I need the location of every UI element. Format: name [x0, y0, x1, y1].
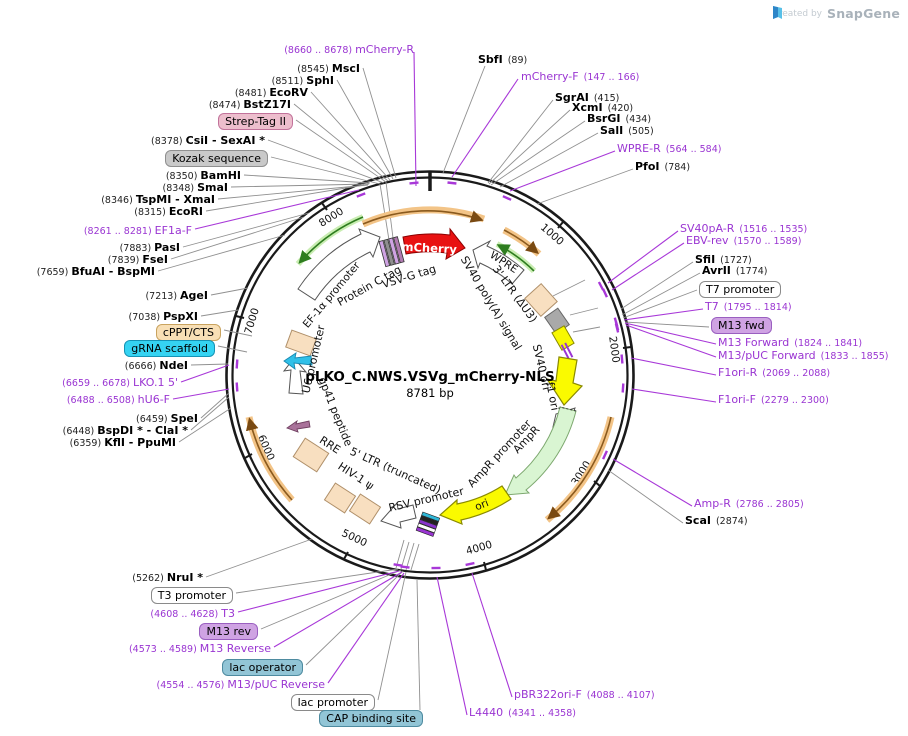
- ltr5-label: 5' LTR (truncated): [348, 445, 443, 497]
- label-lko1-5[interactable]: (6659 .. 6678) LKO.1 5': [62, 376, 178, 389]
- plasmid-name: pLKO_C.NWS.VSVg_mCherry-NLS: [305, 369, 555, 385]
- rsv-promoter-stripes[interactable]: [415, 511, 441, 537]
- label-bsrgi[interactable]: BsrGI (434): [587, 112, 652, 125]
- gp41-feature-arrow[interactable]: [286, 419, 311, 433]
- label-ecori[interactable]: (8315) EcoRI: [134, 205, 203, 218]
- label-sfii[interactable]: SfiI (1727): [695, 253, 752, 266]
- label-bspdi-clai[interactable]: (6448) BspDI * - ClaI *: [62, 424, 188, 437]
- primer-callout-lines: [172, 51, 717, 716]
- label-m13-fwd[interactable]: M13 fwd: [711, 317, 772, 334]
- grna-scaffold-arrow[interactable]: [283, 352, 313, 371]
- label-ecorv[interactable]: (8481) EcoRV: [234, 86, 308, 99]
- rre-box[interactable]: [292, 437, 330, 473]
- label-m13-rev[interactable]: M13 rev: [199, 623, 258, 640]
- label-wpre-r[interactable]: WPRE-R (564 .. 584): [617, 142, 722, 155]
- label-pasi[interactable]: (7883) PasI: [119, 241, 180, 254]
- label-fsei[interactable]: (7839) FseI: [107, 253, 168, 266]
- label-amp-r[interactable]: Amp-R (2786 .. 2805): [694, 497, 804, 510]
- label-t7[interactable]: T7 (1795 .. 1814): [705, 300, 792, 313]
- watermark-brand: SnapGene: [827, 6, 900, 21]
- label-pspxi[interactable]: (7038) PspXI: [128, 310, 198, 323]
- label-tspmi-xmai[interactable]: (8346) TspMI - XmaI: [101, 193, 215, 206]
- label-t7-promoter[interactable]: T7 promoter: [699, 281, 782, 298]
- ori-feature-arrow[interactable]: ori: [438, 485, 512, 526]
- label-ebv-rev[interactable]: EBV-rev (1570 .. 1589): [686, 234, 802, 247]
- tick-4000: 4000: [465, 539, 494, 558]
- cppt-box[interactable]: [285, 329, 317, 357]
- snapgene-logo-icon: [773, 6, 783, 19]
- mcherry-feature-arrow[interactable]: mCherry: [401, 227, 466, 260]
- label-msci[interactable]: (8545) MscI: [297, 62, 360, 75]
- watermark: Created by SnapGene: [772, 6, 900, 21]
- label-nrui[interactable]: (5262) NruI *: [132, 571, 203, 584]
- label-f1ori-f[interactable]: F1ori-F (2279 .. 2300): [718, 393, 829, 406]
- tick-1000: 1000: [538, 221, 566, 248]
- hiv-psi-box-2[interactable]: [348, 493, 382, 525]
- label-csii-sexai[interactable]: (8378) CsiI - SexAI *: [151, 134, 265, 147]
- label-smai[interactable]: (8348) SmaI: [162, 181, 229, 194]
- label-f1ori-r[interactable]: F1ori-R (2069 .. 2088): [718, 366, 831, 379]
- label-scai[interactable]: ScaI (2874): [685, 514, 748, 527]
- label-cppt-cts[interactable]: cPPT/CTS: [155, 324, 221, 341]
- mcherry-label: mCherry: [401, 240, 457, 257]
- label-mcherry-r[interactable]: (8660 .. 8678) mCherry-R: [284, 43, 414, 56]
- label-kfli-ppumi[interactable]: (6359) KflI - PpuMI: [69, 436, 176, 449]
- orf-arcs-orange: [245, 206, 615, 523]
- u6-promoter-arrow[interactable]: [282, 357, 308, 395]
- label-m13-forward[interactable]: M13 Forward (1824 .. 1841): [718, 336, 863, 349]
- label-strep-tag-ii[interactable]: Strep-Tag II: [218, 113, 293, 130]
- tick-2000: 2000: [606, 336, 622, 364]
- watermark-created-by: Created by: [772, 8, 822, 19]
- tag-feature-boxes[interactable]: [378, 236, 405, 268]
- label-m13-puc-reverse[interactable]: (4554 .. 4576) M13/pUC Reverse: [156, 678, 325, 691]
- label-sgrai[interactable]: SgrAI (415): [555, 91, 620, 104]
- label-bfuai-bspmi[interactable]: (7659) BfuAI - BspMI: [36, 265, 155, 278]
- label-m13-puc-forward[interactable]: M13/pUC Forward (1833 .. 1855): [718, 349, 889, 362]
- label-sali[interactable]: SalI (505): [600, 124, 654, 137]
- label-spei[interactable]: (6459) SpeI: [136, 412, 198, 425]
- f1-ori-arrow[interactable]: [545, 356, 584, 406]
- label-kozak-sequence[interactable]: Kozak sequence: [165, 150, 268, 167]
- plasmid-backbone-ring: [225, 170, 635, 580]
- tick-5000: 5000: [340, 527, 369, 549]
- label-hu6-f[interactable]: (6488 .. 6508) hU6-F: [66, 393, 170, 406]
- label-bstz17i[interactable]: (8474) BstZ17I: [208, 98, 291, 111]
- label-lac-operator[interactable]: lac operator: [222, 659, 303, 676]
- hiv-psi-box-1[interactable]: [323, 482, 357, 514]
- label-pbr322ori-f[interactable]: pBR322ori-F (4088 .. 4107): [514, 688, 655, 701]
- label-ndei[interactable]: (6666) NdeI: [124, 359, 188, 372]
- label-t3-promoter[interactable]: T3 promoter: [150, 587, 233, 604]
- label-agei[interactable]: (7213) AgeI: [145, 289, 208, 302]
- label-ef1a-f[interactable]: (8261 .. 8281) EF1a-F: [83, 224, 192, 237]
- ltr3-box[interactable]: [524, 283, 558, 317]
- label-l4440[interactable]: L4440 (4341 .. 4358): [469, 706, 576, 719]
- callout-lines: [157, 65, 710, 711]
- label-sv40pa-r[interactable]: SV40pA-R (1516 .. 1535): [680, 222, 808, 235]
- label-t3[interactable]: (4608 .. 4628) T3: [150, 607, 235, 620]
- sv40-primer-stripes: [560, 342, 574, 360]
- label-cap-binding-site[interactable]: CAP binding site: [319, 710, 423, 727]
- scale-ticks: [235, 202, 632, 571]
- label-sphi[interactable]: (8511) SphI: [271, 74, 334, 87]
- f1-ori-label: f1 ori: [543, 381, 561, 412]
- plasmid-title-group: pLKO_C.NWS.VSVg_mCherry-NLS 8781 bp: [305, 369, 555, 400]
- label-mcherry-f[interactable]: mCherry-F (147 .. 166): [521, 70, 640, 83]
- label-bamhi[interactable]: (8350) BamHI: [165, 169, 241, 182]
- label-m13-reverse[interactable]: (4573 .. 4589) M13 Reverse: [128, 642, 271, 655]
- label-lac-promoter[interactable]: lac promoter: [290, 694, 375, 711]
- label-pfoi[interactable]: PfoI (784): [635, 160, 691, 173]
- ori-label: ori: [473, 497, 490, 513]
- orf-arcs-green: [295, 214, 537, 274]
- label-xcmi[interactable]: XcmI (420): [572, 101, 634, 114]
- label-sbfi[interactable]: SbfI (89): [478, 53, 528, 66]
- label-avrii[interactable]: AvrII (1774): [702, 264, 768, 277]
- primer-site-marks: [235, 181, 625, 570]
- tick-7000: 7000: [242, 307, 261, 336]
- ltr5-feature-arrow[interactable]: [380, 501, 417, 529]
- label-grna-scaffold[interactable]: gRNA scaffold: [124, 340, 215, 357]
- plasmid-size: 8781 bp: [406, 386, 454, 400]
